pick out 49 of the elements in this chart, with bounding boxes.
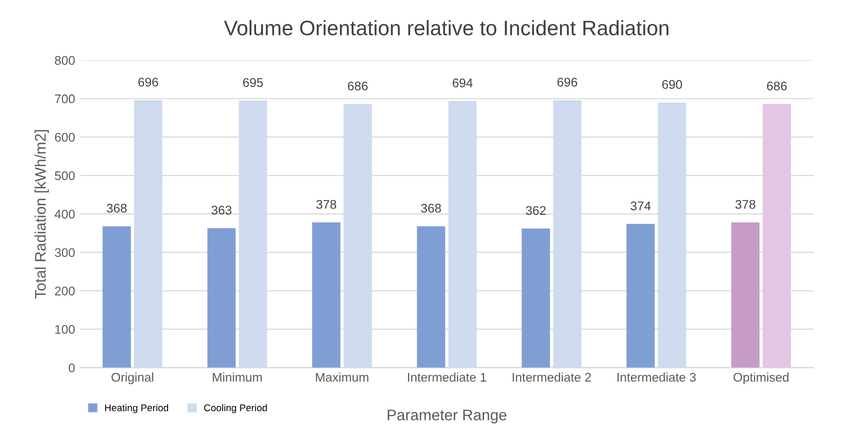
bar — [522, 228, 550, 368]
x-axis-title: Parameter Range — [388, 410, 506, 424]
y-tick-label: 200 — [55, 286, 75, 296]
bar — [448, 100, 477, 368]
x-tick-label: Intermediate 2 — [512, 372, 591, 382]
data-label: 690 — [662, 80, 682, 89]
legend-label: Cooling Period — [204, 404, 267, 414]
y-tick-label: 800 — [54, 56, 75, 65]
y-tick-label: 400 — [54, 210, 75, 219]
y-tick-label: 100 — [55, 325, 75, 334]
data-label: 696 — [557, 78, 578, 87]
data-label: 378 — [316, 200, 336, 209]
y-tick-label: 500 — [54, 171, 75, 180]
bar — [416, 226, 446, 368]
data-label: 362 — [526, 206, 546, 215]
bar — [102, 226, 131, 368]
legend-label: Heating Period — [105, 404, 168, 414]
x-tick-label: Minimum — [212, 372, 262, 382]
y-tick-label: 700 — [55, 94, 75, 104]
bar — [312, 222, 340, 368]
data-label: 694 — [452, 78, 473, 88]
bar — [731, 222, 760, 368]
bar — [238, 100, 268, 368]
bar — [762, 104, 791, 368]
x-tick-label: Optimised — [734, 372, 788, 384]
data-label: 374 — [630, 201, 651, 210]
x-tick-label: Intermediate 3 — [618, 372, 696, 382]
data-label: 686 — [348, 82, 368, 90]
chart-title: Volume Orientation relative to Incident Radiation — [224, 20, 668, 36]
data-label: 368 — [106, 204, 127, 213]
data-label: 686 — [767, 82, 787, 90]
bar — [134, 100, 162, 368]
y-tick-label: 0 — [68, 363, 75, 372]
x-tick-label: Intermediate 1 — [408, 372, 486, 382]
bar — [553, 100, 582, 368]
data-label: 368 — [421, 204, 441, 213]
bar — [344, 104, 372, 368]
y-axis-title: Total Radiation [kWh/m2] — [34, 130, 49, 298]
bar — [207, 228, 236, 368]
data-label: 695 — [243, 78, 263, 87]
y-tick-label: 300 — [54, 248, 75, 258]
data-label: 363 — [212, 206, 232, 215]
data-label: 378 — [735, 200, 756, 209]
x-tick-label: Maximum — [316, 372, 368, 382]
bar — [658, 102, 686, 368]
x-tick-label: Original — [112, 372, 154, 384]
y-tick-label: 600 — [55, 132, 75, 142]
bar — [626, 224, 655, 368]
data-label: 696 — [138, 78, 158, 87]
